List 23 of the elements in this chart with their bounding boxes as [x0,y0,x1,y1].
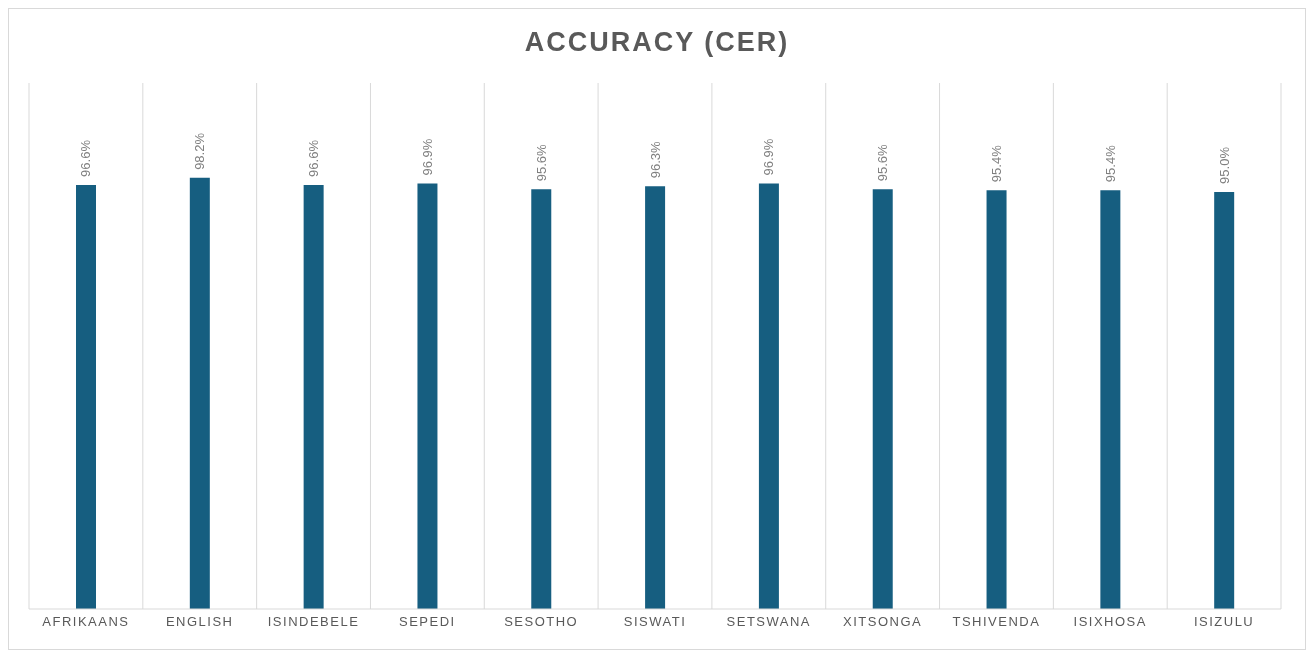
data-label: 96.9% [419,138,435,176]
x-tick-label: SISWATI [623,614,687,630]
data-label: 96.6% [306,139,322,177]
data-label: 95.4% [1102,144,1118,183]
chart-title: ACCURACY (CER) [523,26,791,59]
data-label: 96.3% [647,140,663,179]
data-label: 96.9% [761,138,777,176]
data-label: 96.6% [78,139,94,177]
data-label: 95.4% [989,144,1005,183]
x-tick-label: ISINDEBELE [267,614,360,630]
x-tick-label: SETSWANA [726,614,812,630]
x-tick-label: SESOTHO [504,614,579,630]
x-tick-label: ISIXHOSA [1073,614,1147,630]
data-label: 98.2% [192,132,208,170]
x-tick-label: ISIZULU [1193,614,1255,630]
data-label: 95.0% [1216,146,1232,184]
x-tick-label: TSHIVENDA [952,614,1041,630]
x-tick-label: XITSONGA [843,614,923,630]
x-tick-label: ENGLISH [165,614,234,630]
data-label: 95.6% [533,143,549,182]
x-tick-label: AFRIKAANS [42,614,130,630]
data-label: 95.6% [875,143,891,182]
x-tick-label: SEPEDI [399,614,456,630]
